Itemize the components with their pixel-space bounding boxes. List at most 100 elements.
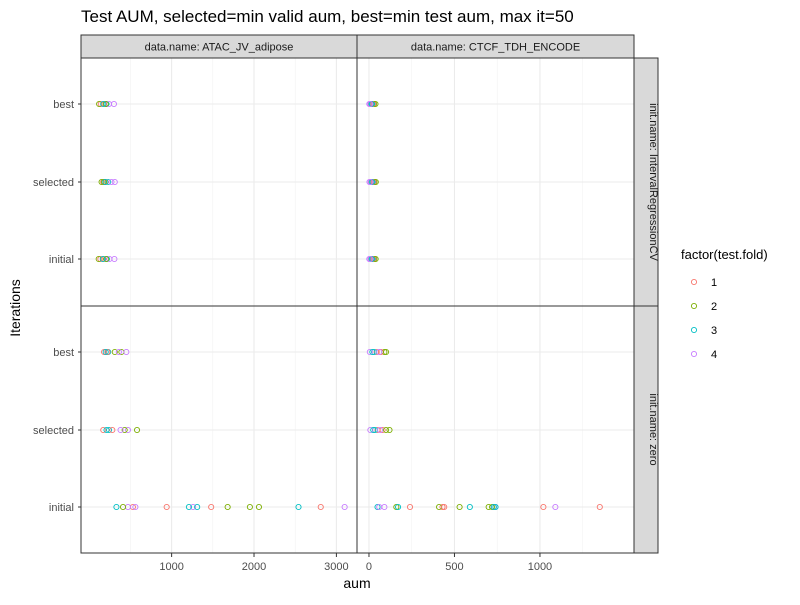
legend-key <box>690 278 698 286</box>
data-point <box>596 503 603 511</box>
data-point <box>105 178 112 186</box>
data-point <box>373 348 380 356</box>
y-tick-label: best <box>53 99 74 111</box>
data-point <box>99 255 106 263</box>
data-point <box>441 503 448 511</box>
data-point <box>224 503 231 511</box>
data-point <box>108 178 115 186</box>
data-point <box>456 503 463 511</box>
data-point <box>370 100 377 108</box>
y-tick-label: best <box>53 347 74 359</box>
data-point <box>111 255 118 263</box>
data-point <box>109 426 116 434</box>
data-point <box>439 503 446 511</box>
data-point <box>369 348 376 356</box>
data-point <box>185 503 192 511</box>
y-tick-label: selected <box>33 177 74 189</box>
data-point <box>367 178 374 186</box>
data-point <box>110 100 118 108</box>
legend-key <box>690 326 698 334</box>
x-axis-label: aum <box>343 575 370 591</box>
facet-strip-label: init.name: zero <box>647 393 659 465</box>
data-point <box>124 426 132 434</box>
data-point <box>163 503 170 511</box>
legend-label: 2 <box>711 301 717 313</box>
data-point <box>208 503 215 511</box>
data-point <box>366 348 373 356</box>
data-point <box>103 255 110 263</box>
data-point <box>101 348 108 356</box>
data-point <box>111 348 118 356</box>
legend-label: 4 <box>711 349 717 361</box>
y-tick-label: selected <box>33 425 74 437</box>
data-point <box>117 426 124 434</box>
data-point <box>383 348 390 356</box>
legend: factor(test.fold) 1 2 3 4 <box>681 247 768 361</box>
facet-strip-label: init.name: IntervalRegressionCV <box>647 103 659 261</box>
data-point <box>194 503 201 511</box>
data-point <box>383 426 390 434</box>
panels-layer: data.name: ATAC_JV_adipose data.name: CTC… <box>33 34 659 573</box>
data-point <box>98 178 105 186</box>
data-point <box>102 178 109 186</box>
x-tick-label: 1000 <box>159 561 183 573</box>
data-point <box>377 426 384 434</box>
data-point <box>489 503 496 511</box>
data-point <box>370 426 377 434</box>
facet-strip-right <box>633 305 659 554</box>
data-point <box>370 255 377 263</box>
x-tick-label: 500 <box>445 561 463 573</box>
data-point <box>317 503 324 511</box>
data-point <box>113 503 120 511</box>
legend-label: 3 <box>711 325 717 337</box>
data-point <box>367 426 374 434</box>
data-point <box>406 503 414 511</box>
data-point <box>341 503 348 511</box>
facet-strip-top <box>356 34 635 59</box>
chart-title: Test AUM, selected=min valid aum, best=m… <box>81 7 574 26</box>
data-point <box>379 426 386 434</box>
data-point <box>119 503 127 511</box>
data-point <box>492 503 499 511</box>
data-point <box>393 503 400 511</box>
data-point <box>103 426 110 434</box>
data-point <box>123 348 130 356</box>
y-tick-label: initial <box>49 254 74 266</box>
data-point <box>97 255 104 263</box>
data-point <box>133 426 141 434</box>
x-tick-label: 1000 <box>528 561 552 573</box>
x-tick-label: 0 <box>366 561 372 573</box>
data-point <box>100 426 107 434</box>
legend-key <box>690 302 698 310</box>
data-point <box>466 503 473 511</box>
y-axis-label: Iterations <box>7 279 23 337</box>
data-point <box>376 348 383 356</box>
data-point <box>295 503 302 511</box>
legend-label: 1 <box>711 277 717 289</box>
facet-strip-label: data.name: ATAC_JV_adipose <box>145 42 294 54</box>
x-tick-label: 2000 <box>242 561 266 573</box>
data-point <box>367 100 374 108</box>
legend-title: factor(test.fold) <box>681 247 768 262</box>
data-point <box>376 503 383 511</box>
data-point <box>104 348 111 356</box>
facet-strip-label: data.name: CTCF_TDH_ENCODE <box>411 42 580 54</box>
data-point <box>367 255 374 263</box>
data-point <box>189 503 197 511</box>
data-point <box>102 100 109 108</box>
x-tick-label: 3000 <box>324 561 348 573</box>
data-point <box>374 503 381 511</box>
data-point <box>105 426 113 434</box>
facet-strip-right <box>633 57 659 307</box>
legend-items: 1 2 3 4 <box>690 277 717 361</box>
data-point <box>386 426 393 434</box>
data-point <box>100 100 107 108</box>
data-point <box>394 503 402 511</box>
data-point <box>370 178 377 186</box>
data-point <box>246 503 253 511</box>
data-point <box>490 503 497 511</box>
data-point <box>121 426 128 434</box>
data-point <box>255 503 263 511</box>
